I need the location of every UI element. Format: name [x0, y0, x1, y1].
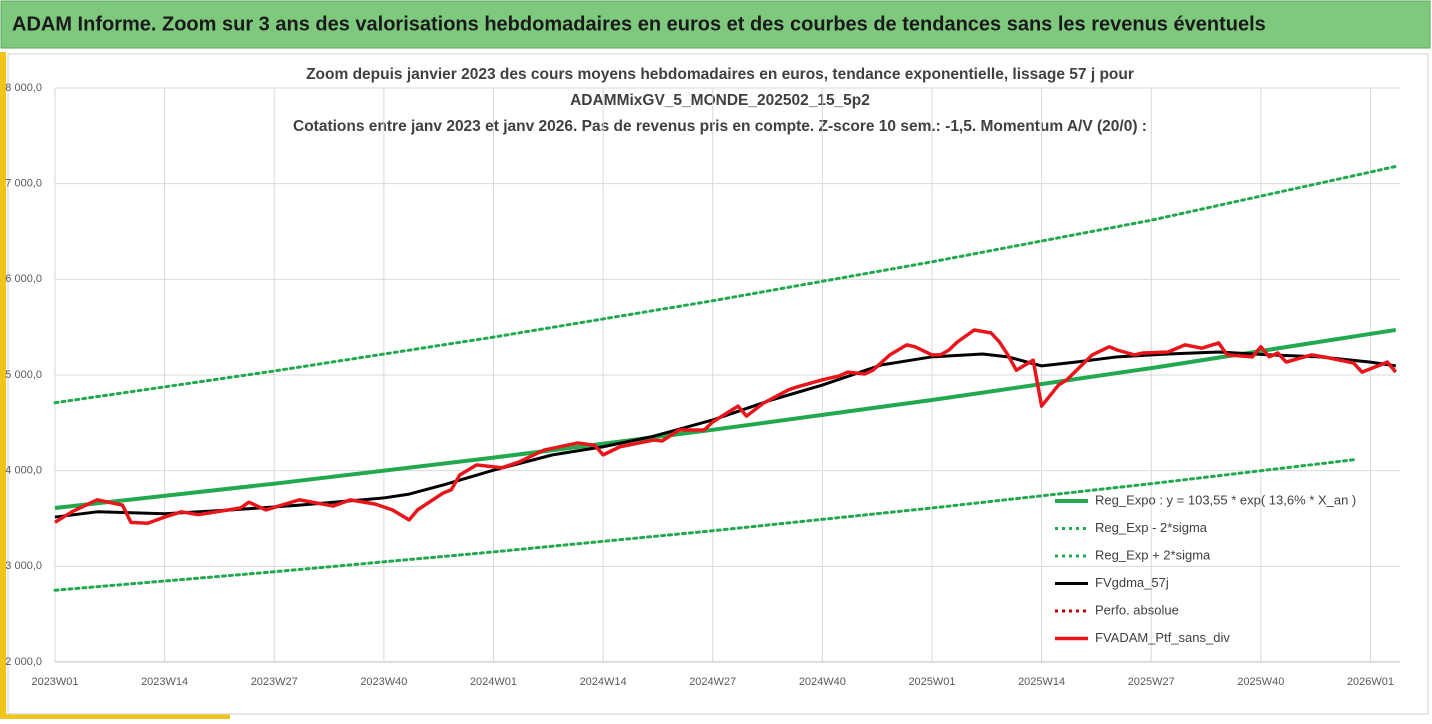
series-line	[53, 458, 1356, 592]
x-tick-label: 2023W01	[31, 676, 78, 688]
y-tick-label: 2 000,0	[5, 656, 42, 668]
y-tick-label: 3 000,0	[5, 560, 42, 572]
y-tick-label: 4 000,0	[5, 465, 42, 477]
y-tick-label: 6 000,0	[5, 273, 42, 285]
x-tick-label: 2023W14	[141, 676, 188, 688]
series-line	[53, 164, 1398, 405]
x-tick-label: 2023W40	[360, 676, 407, 688]
x-tick-label: 2023W27	[251, 676, 298, 688]
bottom-strip	[0, 714, 230, 719]
legend-label: Perfo. absolue	[1095, 602, 1179, 617]
legend-label: Reg_Exp + 2*sigma	[1095, 547, 1211, 562]
header-title: ADAM Informe. Zoom sur 3 ans des valoris…	[12, 13, 1266, 35]
legend-label: FVgdma_57j	[1095, 575, 1169, 590]
chart-title: Cotations entre janv 2023 et janv 2026. …	[293, 118, 1147, 135]
x-tick-label: 2024W40	[799, 676, 846, 688]
x-tick-label: 2026W01	[1347, 676, 1394, 688]
legend-label: Reg_Expo : y = 103,55 * exp( 13,6% * X_a…	[1095, 492, 1356, 507]
x-tick-label: 2024W14	[580, 676, 627, 688]
left-strip	[0, 52, 6, 719]
chart-title: Zoom depuis janvier 2023 des cours moyen…	[306, 66, 1134, 83]
legend-label: Reg_Exp - 2*sigma	[1095, 520, 1208, 535]
x-tick-label: 2025W01	[908, 676, 955, 688]
y-tick-label: 8 000,0	[5, 82, 42, 94]
series-line	[54, 327, 1397, 510]
x-tick-label: 2024W01	[470, 676, 517, 688]
header-bar	[0, 0, 1431, 49]
x-tick-label: 2025W27	[1128, 676, 1175, 688]
x-tick-label: 2025W40	[1237, 676, 1284, 688]
chart-frame	[7, 53, 1429, 715]
legend-label: FVADAM_Ptf_sans_div	[1095, 630, 1230, 645]
chart-title: ADAMMixGV_5_MONDE_202502_15_5p2	[570, 92, 870, 109]
x-tick-label: 2025W14	[1018, 676, 1065, 688]
x-tick-label: 2024W27	[689, 676, 736, 688]
y-tick-label: 7 000,0	[5, 178, 42, 190]
y-tick-label: 5 000,0	[5, 369, 42, 381]
series-line	[54, 328, 1398, 526]
